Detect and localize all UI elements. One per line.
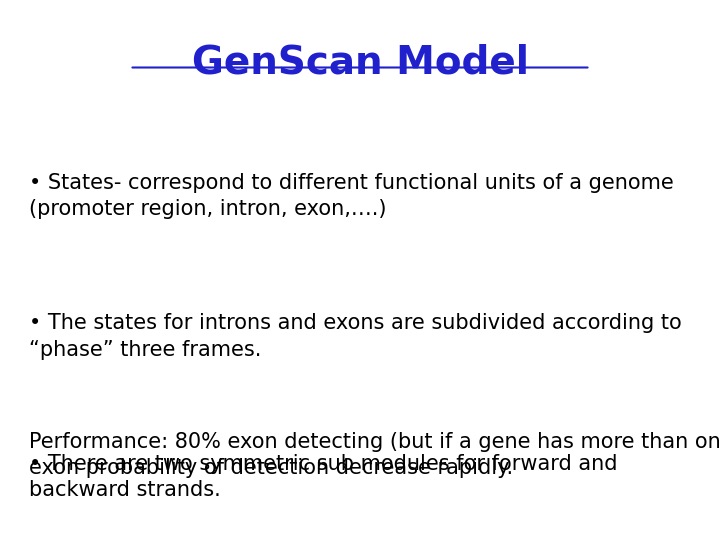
Text: GenScan Model: GenScan Model [192,43,528,81]
Text: • The states for introns and exons are subdivided according to
“phase” three fra: • The states for introns and exons are s… [29,313,682,360]
Text: Performance: 80% exon detecting (but if a gene has more than one
exon probabilit: Performance: 80% exon detecting (but if … [29,432,720,478]
Text: • States- correspond to different functional units of a genome
(promoter region,: • States- correspond to different functi… [29,173,673,219]
Text: • There are two symmetric sub modules for forward and
backward strands.: • There are two symmetric sub modules fo… [29,454,617,500]
